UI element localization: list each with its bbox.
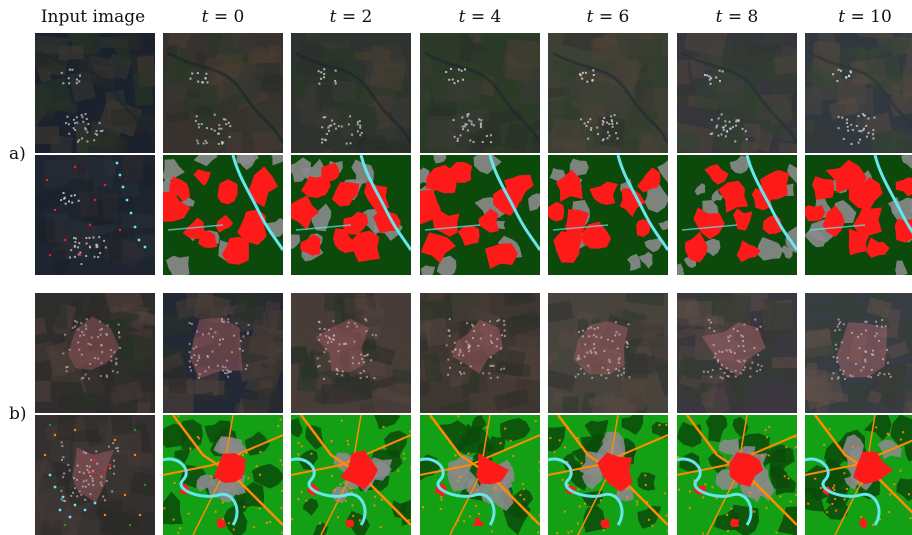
tile-graphic <box>291 415 411 535</box>
tile-graphic <box>548 33 668 153</box>
tile-graphic <box>291 293 411 413</box>
tile-a-image-t4 <box>420 33 540 153</box>
tile-graphic <box>805 415 912 535</box>
tile-graphic <box>805 33 912 153</box>
row-label-b: b) <box>9 404 27 424</box>
tile-b-segmentation-t2 <box>291 415 411 535</box>
tile-b-image-t2 <box>291 293 411 413</box>
tile-a-segmentation-t8 <box>677 155 797 275</box>
tile-a-image-t0 <box>163 33 283 153</box>
tile-graphic <box>677 33 797 153</box>
tile-b-segmentation-t8 <box>677 415 797 535</box>
tile-graphic <box>163 293 283 413</box>
time-header-10: t = 10 <box>805 4 912 30</box>
time-header-0: t = 0 <box>163 4 283 30</box>
tile-graphic <box>677 155 797 275</box>
tile-b-segmentation-input <box>35 415 155 535</box>
tile-graphic <box>677 293 797 413</box>
tile-graphic <box>805 155 912 275</box>
tile-graphic <box>291 33 411 153</box>
tile-a-segmentation-t4 <box>420 155 540 275</box>
tile-a-image-t2 <box>291 33 411 153</box>
tile-graphic <box>420 33 540 153</box>
tile-a-image-t10 <box>805 33 912 153</box>
tile-graphic <box>677 415 797 535</box>
tile-b-image-input <box>35 293 155 413</box>
tile-b-image-t10 <box>805 293 912 413</box>
time-header-6: t = 6 <box>548 4 668 30</box>
tile-a-segmentation-input <box>35 155 155 275</box>
tile-graphic <box>548 415 668 535</box>
tile-b-segmentation-t0 <box>163 415 283 535</box>
tile-graphic <box>163 33 283 153</box>
tile-a-segmentation-t0 <box>163 155 283 275</box>
tile-b-segmentation-t4 <box>420 415 540 535</box>
tile-graphic <box>420 415 540 535</box>
row-label-a: a) <box>9 144 26 164</box>
tile-graphic <box>291 155 411 275</box>
tile-b-image-t6 <box>548 293 668 413</box>
tile-b-image-t4 <box>420 293 540 413</box>
time-header-4: t = 4 <box>420 4 540 30</box>
tile-a-segmentation-t6 <box>548 155 668 275</box>
tile-graphic <box>548 155 668 275</box>
tile-graphic <box>420 293 540 413</box>
tile-graphic <box>548 293 668 413</box>
tile-graphic <box>35 293 155 413</box>
tile-graphic <box>35 155 155 275</box>
time-header-2: t = 2 <box>291 4 411 30</box>
tile-graphic <box>163 155 283 275</box>
tile-graphic <box>420 155 540 275</box>
tile-a-segmentation-t2 <box>291 155 411 275</box>
tile-b-image-t8 <box>677 293 797 413</box>
tile-a-segmentation-t10 <box>805 155 912 275</box>
time-header-8: t = 8 <box>677 4 797 30</box>
tile-b-segmentation-t6 <box>548 415 668 535</box>
tile-a-image-t8 <box>677 33 797 153</box>
tile-graphic <box>805 293 912 413</box>
tile-b-segmentation-t10 <box>805 415 912 535</box>
input-image-header: Input image <box>33 4 153 30</box>
tile-b-image-t0 <box>163 293 283 413</box>
column-header-row: Input image t = 0 t = 2 t = 4 t = 6 t = … <box>0 4 912 30</box>
tile-a-image-input <box>35 33 155 153</box>
tile-graphic <box>35 33 155 153</box>
tile-graphic <box>163 415 283 535</box>
tile-a-image-t6 <box>548 33 668 153</box>
tile-graphic <box>35 415 155 535</box>
